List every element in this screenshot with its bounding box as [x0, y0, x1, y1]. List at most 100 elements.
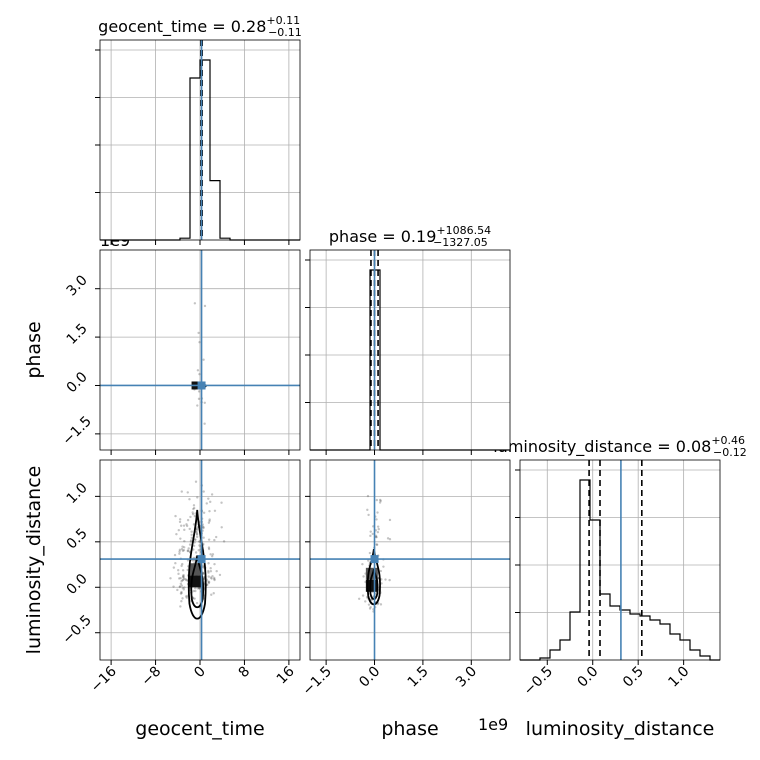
panel-geocent-time-vs-luminosity-distance-sample-point	[192, 589, 195, 593]
panel-geocent-time-vs-luminosity-distance-sample-point	[198, 540, 201, 543]
panel-phase-vs-luminosity-distance-sample-point	[377, 527, 380, 531]
panel-phase-vs-luminosity-distance-sample-point	[375, 543, 379, 547]
panel-geocent-time-vs-luminosity-distance-sample-point	[182, 576, 185, 579]
panel-geocent-time-vs-luminosity-distance-sample-point	[218, 573, 222, 577]
panel-geocent-time-vs-luminosity-distance-sample-point	[184, 595, 188, 598]
panel-geocent-time-vs-luminosity-distance-contour	[187, 509, 207, 620]
title-phase-median: 0.19	[401, 227, 437, 246]
panel-geocent-time-vs-luminosity-distance-sample-point	[209, 500, 212, 504]
panel-geocent-time-vs-luminosity-distance-sample-point	[178, 518, 182, 521]
panel-geocent-time-vs-luminosity-distance-sample-point	[182, 575, 185, 578]
panel-geocent-time-vs-luminosity-distance-sample-point	[207, 497, 210, 500]
panel-geocent-time-vs-luminosity-distance-sample-point	[186, 549, 190, 552]
panel-geocent-time-vs-luminosity-distance-sample-point	[174, 514, 177, 518]
panel-phase-vs-luminosity-distance-sample-point	[379, 569, 383, 573]
panel-phase-vs-luminosity-distance-sample-point	[382, 565, 385, 568]
panel-phase-vs-luminosity-distance-sample-point	[369, 530, 372, 533]
panel-geocent-time-vs-luminosity-distance-xtick-label: −8	[138, 664, 164, 690]
title-phase-label: phase	[329, 227, 377, 246]
xlabel-geocent-time: geocent_time	[135, 718, 264, 740]
panel-geocent-time-vs-luminosity-distance-sample-point	[202, 490, 205, 493]
panel-geocent-time-vs-phase-sample-point	[198, 372, 201, 376]
hist-luminosity-distance-bars	[520, 479, 720, 661]
panel-geocent-time-vs-luminosity-distance-sample-point	[198, 587, 201, 590]
panel-phase-vs-luminosity-distance-sample-point	[375, 518, 378, 521]
panel-geocent-time-vs-luminosity-distance-sample-point	[186, 491, 189, 494]
panel-geocent-time-vs-luminosity-distance-sample-point	[178, 577, 181, 580]
title-geocent-time-median: 0.28	[231, 17, 267, 36]
panel-geocent-time-vs-luminosity-distance-sample-point	[195, 535, 199, 539]
panel-phase-vs-luminosity-distance-xtick-label: −1.5	[300, 664, 335, 699]
panel-geocent-time-vs-luminosity-distance-sample-point	[210, 493, 214, 496]
panel-phase-vs-luminosity-distance-xtick-label: 1.5	[405, 664, 432, 691]
panel-geocent-time-vs-phase-sample-point	[196, 369, 200, 372]
panel-geocent-time-vs-luminosity-distance-truth-marker	[197, 555, 206, 564]
panel-geocent-time-vs-luminosity-distance-sample-point	[220, 501, 223, 504]
xlabel-phase: phase	[381, 718, 438, 740]
title-phase-minus: −1327.05	[433, 236, 488, 249]
panel-geocent-time-vs-luminosity-distance-sample-point	[207, 580, 211, 584]
panel-geocent-time-vs-luminosity-distance-sample-point	[176, 588, 179, 592]
panel-geocent-time-vs-luminosity-distance-sample-point	[209, 566, 212, 570]
panel-phase-vs-luminosity-distance-sample-point	[367, 603, 371, 606]
panel-phase-vs-luminosity-distance-sample-point	[361, 562, 364, 566]
panel-geocent-time-vs-luminosity-distance-sample-point	[183, 586, 186, 589]
panel-geocent-time-vs-luminosity-distance-sample-point	[211, 553, 215, 556]
panel-geocent-time-vs-luminosity-distance-sample-point	[174, 562, 177, 565]
panel-geocent-time-vs-luminosity-distance-sample-point	[186, 518, 190, 522]
panel-geocent-time-vs-luminosity-distance-sample-point	[179, 605, 182, 608]
ylabel-luminosity-distance: luminosity_distance	[23, 466, 45, 655]
panel-geocent-time-vs-luminosity-distance-sample-point	[190, 536, 193, 540]
panel-geocent-time-vs-luminosity-distance-ytick-label: 1.0	[64, 480, 91, 507]
panel-geocent-time-vs-luminosity-distance-sample-point	[209, 576, 213, 579]
panel-geocent-time-vs-luminosity-distance-sample-point	[179, 582, 183, 585]
panel-geocent-time-vs-luminosity-distance-sample-point	[195, 530, 198, 534]
xlabel-luminosity-distance: luminosity_distance	[526, 718, 715, 740]
panel-geocent-time-vs-luminosity-distance-sample-point	[180, 580, 183, 583]
panel-geocent-time-vs-luminosity-distance-sample-point	[169, 577, 172, 580]
hist-geocent-time-frame	[99, 39, 301, 241]
panel-geocent-time-vs-luminosity-distance-sample-point	[188, 527, 191, 531]
panel-geocent-time-vs-luminosity-distance-sample-point	[193, 587, 197, 590]
panel-geocent-time-vs-luminosity-distance-ytick-label: 0.0	[64, 571, 91, 598]
panel-geocent-time-vs-luminosity-distance-sample-point	[181, 586, 184, 590]
panel-phase-vs-luminosity-distance-sample-point	[388, 518, 392, 522]
panel-geocent-time-vs-luminosity-distance-sample-point	[190, 530, 193, 533]
panel-phase-vs-luminosity-distance-sample-point	[388, 578, 391, 582]
panel-geocent-time-vs-luminosity-distance-sample-point	[211, 575, 214, 578]
panel-phase-vs-luminosity-distance-truth-marker	[370, 555, 379, 564]
panel-geocent-time-vs-luminosity-distance-sample-point	[189, 515, 192, 519]
title-geocent-time-minus: −0.11	[268, 26, 302, 39]
panel-geocent-time-vs-luminosity-distance-xtick-label: −16	[88, 663, 120, 695]
panel-geocent-time-vs-luminosity-distance-sample-point	[207, 562, 210, 565]
panel-phase-vs-luminosity-distance-sample-point	[361, 594, 365, 597]
panel-geocent-time-vs-luminosity-distance-sample-point	[179, 524, 183, 527]
panel-geocent-time-vs-phase-frame	[99, 249, 301, 451]
panel-geocent-time-vs-luminosity-distance-sample-point	[182, 588, 185, 591]
panel-geocent-time-vs-luminosity-distance-sample-point	[194, 538, 197, 541]
panel-geocent-time-vs-luminosity-distance-sample-point	[178, 548, 182, 552]
panel-geocent-time-vs-phase-sample-point	[197, 331, 200, 335]
panel-geocent-time-vs-luminosity-distance-xtick-label: 0	[191, 664, 209, 682]
panel-geocent-time-vs-luminosity-distance-sample-point	[213, 562, 216, 566]
hist-luminosity-distance-xtick-label: −0.5	[521, 664, 556, 699]
title-phase-plus: +1086.54	[436, 224, 491, 237]
panel-geocent-time-vs-phase-sample-point	[196, 404, 199, 407]
panel-phase-vs-luminosity-distance-sample-point	[388, 538, 392, 541]
panel-geocent-time-vs-phase-sample-point	[202, 358, 205, 361]
panel-geocent-time-vs-luminosity-distance-sample-point	[193, 597, 196, 600]
panel-phase-vs-luminosity-distance-sample-point	[375, 498, 379, 502]
panel-geocent-time-vs-luminosity-distance-sample-point	[186, 549, 190, 553]
panel-geocent-time-vs-luminosity-distance-sample-point	[178, 585, 181, 589]
panel-geocent-time-vs-luminosity-distance-sample-point	[215, 569, 218, 573]
panel-phase-vs-luminosity-distance-sample-point	[367, 513, 370, 517]
panel-geocent-time-vs-luminosity-distance-sample-point	[192, 507, 195, 511]
panel-geocent-time-vs-phase: −1.5 0.0 1.5 3.0	[59, 249, 301, 455]
panel-geocent-time-vs-luminosity-distance-sample-point	[191, 512, 195, 516]
title-luminosity-distance: luminosity_distance = 0.08+0.46 −0.12	[493, 434, 747, 459]
panel-geocent-time-vs-luminosity-distance-sample-point	[213, 509, 217, 512]
panel-geocent-time-vs-luminosity-distance-sample-point	[182, 546, 186, 549]
hist-luminosity-distance-xtick-label: 0.5	[620, 664, 647, 691]
panel-geocent-time-vs-luminosity-distance-sample-point	[190, 533, 193, 537]
panel-phase-vs-luminosity-distance-sample-point	[376, 525, 380, 528]
